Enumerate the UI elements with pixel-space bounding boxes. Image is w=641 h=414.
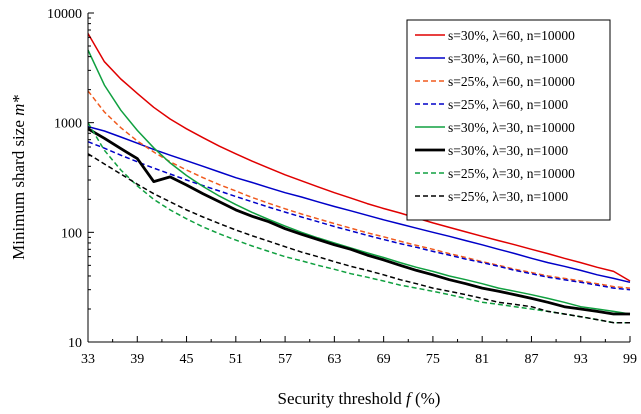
- x-tick-label: 57: [278, 352, 292, 367]
- tick-marks: 10 100 1000 10000 33 39 45 51 57 63 69 75 81 87 93 99: [47, 7, 637, 367]
- x-tick-label: 33: [81, 352, 95, 367]
- legend-box: [406, 19, 611, 221]
- x-tick-label: 69: [377, 352, 391, 367]
- series-line-3: [87, 90, 631, 289]
- series-line-6: [87, 127, 630, 316]
- legend: s=30%, λ=60, n=10000 s=30%, λ=60, n=1000 s…: [406, 19, 611, 221]
- legend-label: s=25%, λ=60, n=1000: [448, 97, 568, 112]
- series-line-7: [87, 122, 630, 324]
- x-tick-label: 81: [475, 352, 489, 367]
- y-tick-label: 10000: [47, 7, 82, 22]
- series-line-8: [87, 153, 630, 324]
- series-line-4: [87, 141, 631, 291]
- x-tick-label: 75: [426, 352, 440, 367]
- x-axis-unit: (%): [411, 389, 441, 408]
- legend-label: s=30%, λ=60, n=10000: [448, 28, 575, 43]
- x-tick-label: 45: [180, 352, 194, 367]
- y-tick-label: 10: [68, 336, 82, 351]
- series-line-2: [87, 125, 631, 284]
- x-tick-label: 51: [229, 352, 243, 367]
- y-axis-variable: m*: [9, 95, 28, 116]
- y-tick-label: 100: [61, 226, 82, 241]
- x-axis-title: Security threshold f (%): [278, 389, 441, 408]
- series-line-5: [87, 49, 631, 315]
- legend-label: s=25%, λ=30, n=1000: [448, 189, 568, 204]
- legend-label: s=30%, λ=30, n=1000: [448, 143, 568, 158]
- legend-label: s=25%, λ=60, n=10000: [448, 74, 575, 89]
- series-lines: [87, 33, 631, 324]
- legend-label: s=30%, λ=30, n=10000: [448, 120, 575, 135]
- legend-label: s=30%, λ=60, n=1000: [448, 51, 568, 66]
- legend-label: s=25%, λ=30, n=10000: [448, 166, 575, 181]
- y-axis-label: Minimum shard size: [9, 116, 28, 260]
- y-axis-title: Minimum shard size m*: [9, 95, 28, 260]
- x-tick-label: 93: [574, 352, 588, 367]
- x-axis-variable: f: [406, 389, 413, 408]
- x-tick-label: 87: [524, 352, 538, 367]
- x-tick-label: 39: [130, 352, 144, 367]
- series-line-1: [87, 33, 631, 282]
- x-tick-label: 63: [327, 352, 341, 367]
- y-tick-label: 1000: [54, 117, 82, 132]
- x-axis-label: Security threshold: [278, 389, 403, 408]
- x-tick-label: 99: [623, 352, 637, 367]
